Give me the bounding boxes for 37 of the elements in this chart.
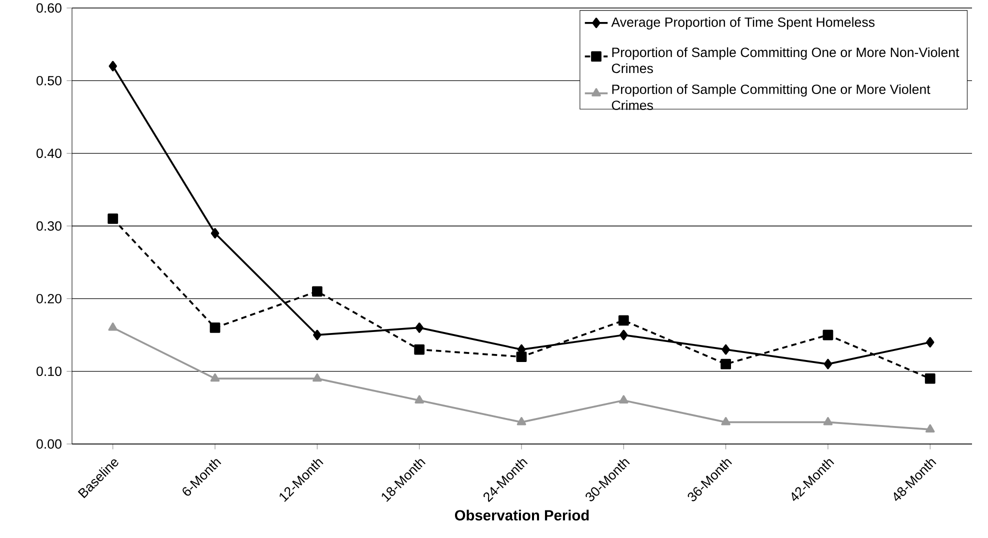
y-tick-label: 0.20 [36,294,62,304]
point [822,330,834,340]
point [108,322,118,331]
point [415,322,424,333]
point [925,424,935,433]
point [313,330,322,340]
point [516,416,526,426]
point [210,373,220,382]
point [722,344,730,355]
y-tick-label: 0.40 [36,148,62,158]
point [823,416,833,426]
x-axis-title: Observation Period [454,510,589,521]
point [824,358,832,370]
point [926,337,934,348]
point [414,395,424,404]
point [312,286,322,297]
point [620,330,628,340]
y-tick-label: 0.50 [36,76,62,86]
point [516,352,527,362]
y-tick-label: 0.60 [36,3,62,13]
point [721,416,730,426]
point [210,228,220,238]
point [924,373,936,384]
y-tick-label: 0.10 [36,366,62,376]
y-tick-label: 0.00 [36,439,62,449]
point [414,344,425,355]
legend-label: Average Proportion of Time Spent Homeless [611,17,875,30]
point [618,315,629,326]
legend-label: Proportion of Sample Committing One or More Non-Violent Crimes [612,47,960,74]
point [108,214,118,224]
point [108,60,118,72]
point [312,373,322,382]
y-tick-label: 0.30 [36,221,62,231]
legend-label: Proportion of Sample Committing One or More Violent Crimes [612,84,930,110]
point [720,358,732,370]
point [619,395,628,404]
point [210,322,220,333]
